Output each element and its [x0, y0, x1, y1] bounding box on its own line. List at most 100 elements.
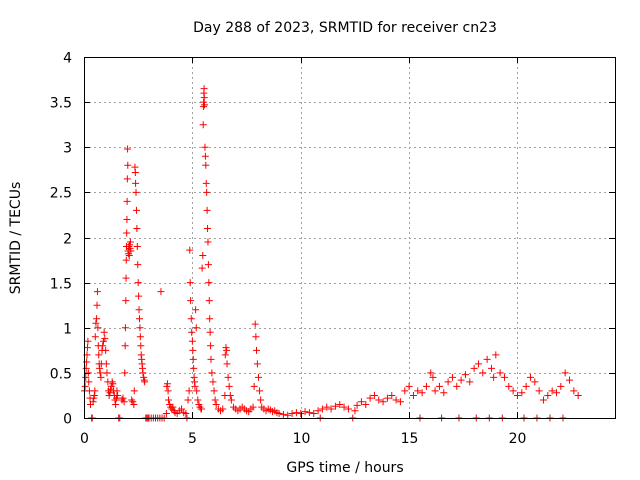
data-point [121, 342, 129, 350]
data-marks [80, 85, 582, 422]
y-tick-label: 0.5 [50, 367, 72, 383]
data-point [253, 346, 261, 354]
x-tick-label: 20 [509, 431, 527, 447]
y-tick-label: 3 [63, 141, 72, 157]
data-point [206, 328, 214, 336]
y-tick-label: 1.5 [50, 277, 72, 293]
data-point [253, 360, 261, 368]
data-point [205, 297, 213, 305]
y-tick-label: 4 [63, 51, 72, 67]
data-point [357, 398, 365, 406]
data-point [388, 391, 396, 399]
data-point [93, 301, 101, 309]
data-point [500, 373, 508, 381]
data-point [535, 387, 543, 395]
data-point [479, 369, 487, 377]
data-point [522, 382, 530, 390]
data-point [123, 215, 131, 223]
data-point [526, 373, 534, 381]
data-point [186, 246, 194, 254]
data-point [256, 387, 264, 395]
data-point [548, 387, 556, 395]
data-point [305, 409, 313, 417]
data-point [440, 389, 448, 397]
data-point [188, 328, 196, 336]
data-point [119, 394, 127, 402]
data-point [121, 369, 129, 377]
data-point [409, 391, 417, 399]
data-point [531, 378, 539, 386]
data-point [120, 398, 128, 406]
data-point [344, 405, 352, 413]
data-point [114, 391, 122, 399]
data-point [288, 409, 296, 417]
data-point [221, 351, 229, 359]
data-point [254, 373, 262, 381]
y-tick-label: 3.5 [50, 96, 72, 112]
data-point [193, 387, 201, 395]
data-point [192, 306, 200, 314]
data-point [201, 101, 209, 109]
data-point [91, 387, 99, 395]
data-point [383, 394, 391, 402]
data-point [190, 364, 198, 372]
data-point [474, 360, 482, 368]
data-point [251, 320, 259, 328]
data-point [375, 396, 383, 404]
data-point [121, 324, 129, 332]
data-point [109, 380, 117, 388]
data-point [429, 373, 437, 381]
data-point [199, 252, 207, 260]
data-point [132, 206, 140, 214]
data-point [206, 315, 214, 323]
data-point [392, 396, 400, 404]
grid-lines [84, 57, 615, 418]
data-point [95, 351, 103, 359]
data-point [202, 179, 210, 187]
data-point [94, 324, 102, 332]
data-point [557, 382, 565, 390]
data-point [226, 391, 234, 399]
data-point [323, 403, 331, 411]
data-point [505, 382, 513, 390]
data-point [122, 274, 130, 282]
data-point [223, 360, 231, 368]
data-point [194, 396, 202, 404]
data-point [490, 373, 498, 381]
data-point [292, 409, 300, 417]
y-tick-label: 1 [63, 322, 72, 338]
data-point [93, 288, 101, 296]
data-point [203, 188, 211, 196]
data-point [366, 394, 374, 402]
data-point [130, 387, 138, 395]
data-point [186, 279, 194, 287]
data-point [539, 396, 547, 404]
data-point [113, 387, 121, 395]
data-point [211, 396, 219, 404]
data-point [370, 391, 378, 399]
data-point [139, 369, 147, 377]
data-point [297, 409, 305, 417]
data-point [457, 376, 465, 384]
data-point [227, 396, 235, 404]
x-tick-label: 5 [188, 431, 197, 447]
data-point [487, 364, 495, 372]
data-point [131, 169, 139, 177]
data-point [91, 333, 99, 341]
data-point [197, 405, 205, 413]
data-point [223, 346, 231, 354]
data-point [318, 405, 326, 413]
data-point [252, 333, 260, 341]
data-point [284, 411, 292, 419]
data-point [565, 376, 573, 384]
x-axis-title: GPS time / hours [286, 460, 403, 476]
y-tick-label: 2 [63, 232, 72, 248]
data-point [453, 382, 461, 390]
data-point [133, 224, 141, 232]
data-point [396, 398, 404, 406]
data-point [561, 369, 569, 377]
data-point [135, 315, 143, 323]
data-point [81, 382, 89, 390]
data-point [101, 335, 109, 343]
data-point [188, 337, 196, 345]
